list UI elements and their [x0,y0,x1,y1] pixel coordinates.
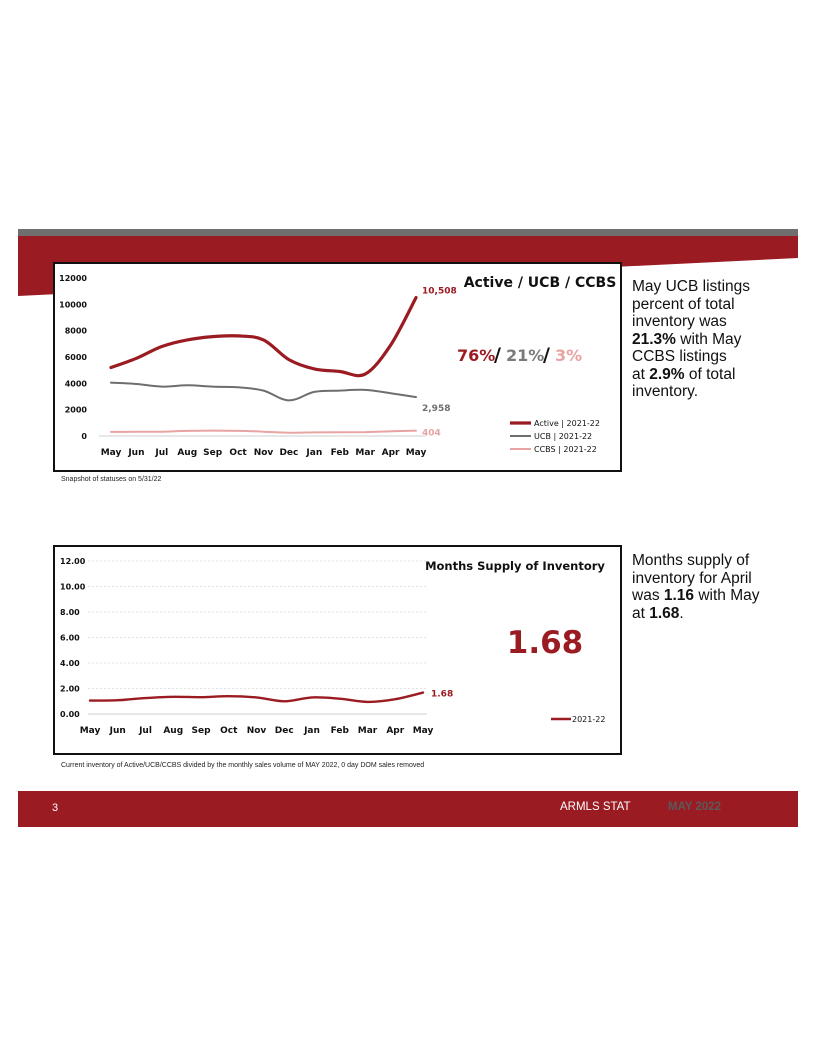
supply-summary-line: was 1.16 with May [632,587,802,605]
x-tick-label: Dec [275,726,294,736]
page-number: 3 [52,802,59,814]
end-value-label: 2,958 [422,404,450,414]
x-tick-label: Aug [177,448,197,458]
april-supply-value: 1.16 [663,587,695,604]
footer-bar: 3 ARMLS STAT MAY 2022 [18,791,798,827]
y-tick-label: 6000 [65,353,88,362]
ucb-summary-line: 21.3% with May [632,331,802,349]
ucb-percent: 21.3% [632,330,676,348]
x-tick-label: Mar [355,448,375,458]
big-supply-value: 1.68 [507,625,584,661]
ucb-summary-fragment: with May [675,330,742,348]
y-tick-label: 2000 [65,406,88,415]
may-supply-value: 1.68 [649,604,680,622]
x-tick-label: Jan [305,448,322,458]
supply-summary-fragment: . [679,604,684,622]
share-separator: / [494,344,501,366]
ucb-summary-fragment: at [632,365,650,383]
end-value-label: 10,508 [422,287,457,297]
y-tick-label: 0 [81,432,87,441]
chart-title: Months Supply of Inventory [425,559,605,573]
x-tick-label: Jul [138,726,152,736]
supply-summary-line: at 1.68. [632,605,802,623]
series-line [109,296,418,378]
ucb-summary-fragment: of total [684,365,736,383]
x-tick-label: Dec [279,448,298,458]
ucb-summary-text: May UCB listings percent of total invent… [632,278,802,401]
chart-title: Active / UCB / CCBS [464,275,617,291]
x-tick-label: Oct [229,448,247,458]
y-tick-label: 10.00 [60,583,86,592]
ucb-summary-line: inventory. [632,383,699,400]
snapshot-note: Snapshot of statuses on 5/31/22 [61,476,162,483]
y-tick-label: 12000 [59,274,87,283]
legend-label: Active | 2021-22 [534,419,600,428]
legend-label: UCB | 2021-22 [534,432,592,441]
share-percent: 76% [457,346,495,365]
share-percent: 21% [506,346,544,365]
ucb-summary-line: CCBS listings [632,348,727,365]
share-percent: 3% [555,346,582,365]
y-tick-label: 4000 [65,379,88,388]
y-tick-label: 8000 [65,327,88,336]
legend-label: 2021-22 [572,715,605,724]
y-tick-label: 12.00 [60,557,86,566]
x-tick-label: May [413,726,434,736]
months-supply-chart: 12.00 10.00 8.00 6.00 4.00 2.00 0.00 May Jun Jul A… [53,545,622,755]
x-tick-label: Sep [203,448,223,458]
supply-summary-fragment: at [632,604,650,622]
x-tick-label: Jun [127,448,144,458]
x-tick-label: Feb [331,726,350,736]
x-tick-label: Nov [247,726,267,736]
y-tick-label: 10000 [59,300,87,309]
y-tick-label: 8.00 [60,608,80,617]
x-tick-label: Jul [154,448,168,458]
supply-summary-fragment: was [632,587,664,604]
x-tick-label: Aug [163,726,183,736]
x-tick-label: Jun [109,726,126,736]
y-tick-label: 6.00 [60,634,80,643]
legend-label: CCBS | 2021-22 [534,445,597,454]
y-tick-label: 0.00 [60,710,80,719]
supply-summary-fragment: with May [694,587,760,604]
ucb-summary-line: at 2.9% of total [632,366,802,384]
ucb-summary-line: inventory was [632,313,727,330]
x-tick-label: Nov [254,448,274,458]
x-tick-label: May [80,726,101,736]
listing-status-chart-svg: 12000 10000 8000 6000 4000 2000 0 May Jun Jul Aug S… [59,274,617,458]
footer-brand: ARMLS STAT [560,801,631,813]
x-tick-label: Apr [386,726,404,736]
x-tick-label: Apr [382,448,400,458]
ucb-summary-line: May UCB listings [632,278,750,295]
x-tick-label: Sep [191,726,211,736]
y-tick-label: 2.00 [60,685,80,694]
x-tick-label: Feb [331,448,350,458]
header-gray-stripe [18,229,798,236]
x-tick-label: Mar [358,726,378,736]
x-tick-label: May [101,448,122,458]
x-tick-label: Oct [220,726,238,736]
supply-summary-line: Months supply of [632,552,750,569]
ucb-summary-line: percent of total [632,295,735,313]
footer-date: MAY 2022 [668,801,722,813]
end-value-label: 1.68 [431,690,453,700]
y-tick-label: 4.00 [60,659,80,668]
x-tick-label: May [406,448,427,458]
supply-summary-text: Months supply of inventory for April was… [632,552,802,622]
series-line [110,381,417,402]
series-line [110,429,417,434]
listing-status-chart: 12000 10000 8000 6000 4000 2000 0 May Jun Jul Aug S… [53,262,622,472]
inventory-note: Current inventory of Active/UCB/CCBS div… [61,762,425,769]
end-value-label: 404 [422,429,441,439]
supply-summary-line: inventory for April [632,569,752,587]
share-separator: / [543,344,550,366]
ccbs-percent: 2.9% [649,365,685,383]
series-line [88,691,425,704]
x-tick-label: Jan [303,726,320,736]
